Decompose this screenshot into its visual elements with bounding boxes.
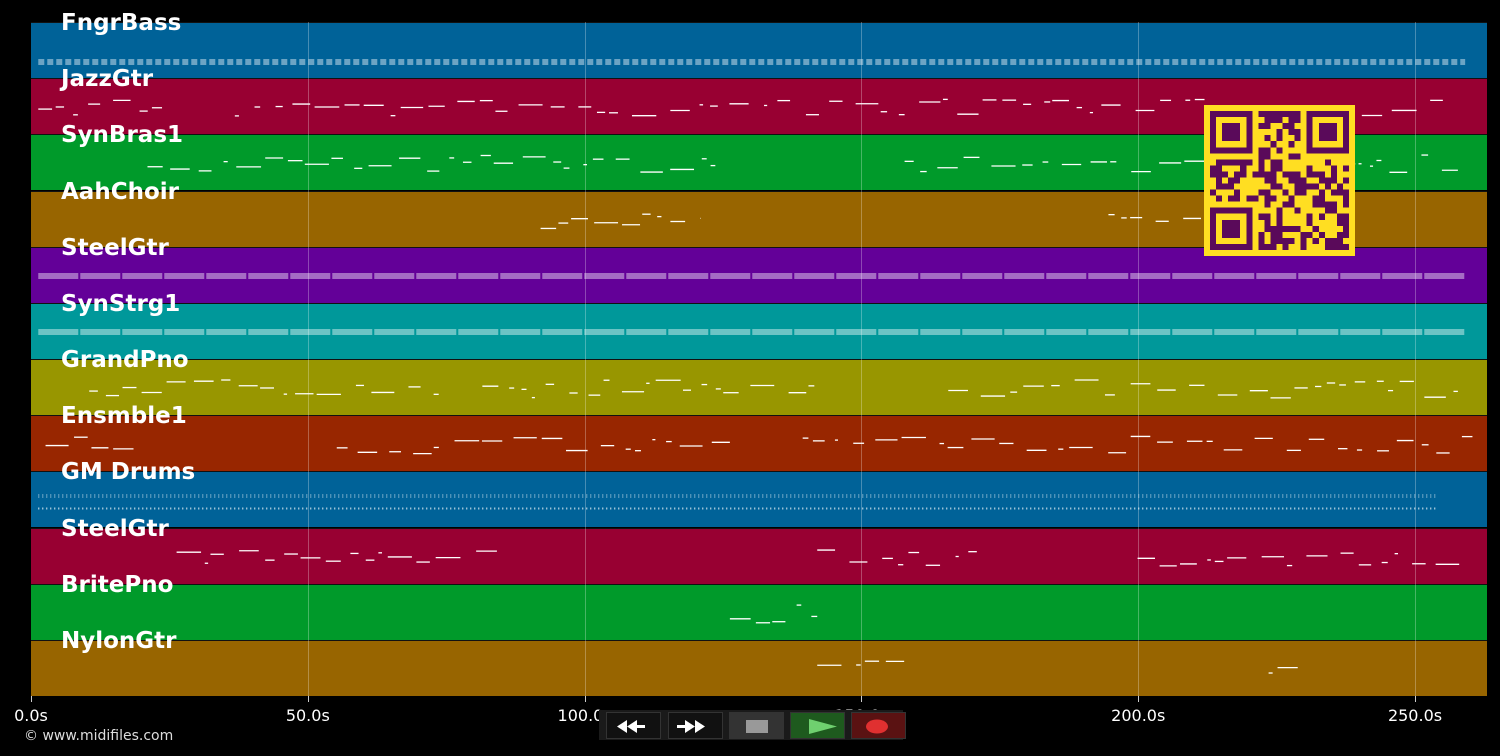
stop-button[interactable] xyxy=(729,712,784,739)
track-name: BritePno xyxy=(61,571,174,598)
record-button[interactable] xyxy=(851,712,906,739)
track-name: SteelGtr xyxy=(61,515,169,542)
track-notes xyxy=(817,660,1298,674)
track-lane[interactable]: SynStrg1 xyxy=(31,291,1487,359)
track-notes xyxy=(38,98,1443,118)
axis-tick xyxy=(584,696,586,702)
qr-code xyxy=(1204,105,1355,256)
play-button[interactable] xyxy=(790,712,845,739)
track-notes xyxy=(45,435,1473,455)
track-lane[interactable]: SteelGtr xyxy=(31,516,1487,584)
axis-tick xyxy=(861,696,863,702)
track-name: Ensmble1 xyxy=(61,403,187,430)
track-notes xyxy=(38,273,1466,279)
track-lane[interactable]: SteelGtr xyxy=(31,235,1487,303)
axis-tick-label: 50.0s xyxy=(285,706,330,725)
track-name: SynStrg1 xyxy=(61,290,181,317)
track-lane[interactable]: NylonGtr xyxy=(31,628,1487,696)
play-icon xyxy=(809,719,837,734)
axis-tick-label: 100.0s xyxy=(557,706,612,725)
track-notes xyxy=(540,213,1225,229)
axis-tick-label: 250.0s xyxy=(1387,706,1443,725)
fast-forward-icon xyxy=(677,720,705,733)
track-name: JazzGtr xyxy=(61,66,154,93)
rewind-icon xyxy=(617,720,645,733)
track-lane[interactable]: BritePno xyxy=(31,572,1487,640)
track-name: FngrBass xyxy=(61,10,182,36)
track-notes xyxy=(89,379,1458,399)
track-notes xyxy=(38,494,1437,510)
track-notes xyxy=(729,604,818,624)
track-name: AahChoir xyxy=(61,178,179,205)
track-lane[interactable]: FngrBass xyxy=(31,10,1487,78)
track-name: NylonGtr xyxy=(61,627,177,654)
track-notes xyxy=(176,548,1460,567)
track-name: SynBras1 xyxy=(61,122,184,149)
copyright-text: © www.midifiles.com xyxy=(24,728,174,744)
track-name: GrandPno xyxy=(61,347,189,374)
track-name: GM Drums xyxy=(61,459,196,486)
axis-tick xyxy=(1138,696,1140,702)
track-lane[interactable]: Ensmble1 xyxy=(31,403,1487,472)
rewind-button[interactable] xyxy=(606,712,661,739)
axis-tick xyxy=(307,696,309,702)
transport-controls xyxy=(599,710,906,740)
track-lane[interactable]: GrandPno xyxy=(31,347,1487,416)
axis-tick xyxy=(31,696,32,702)
fast-forward-button[interactable] xyxy=(668,712,723,739)
track-lane[interactable]: GM Drums xyxy=(31,459,1487,528)
record-icon xyxy=(866,719,888,734)
axis-tick-label: 200.0s xyxy=(1111,706,1166,725)
track-notes xyxy=(38,329,1466,335)
track-notes xyxy=(38,59,1466,65)
axis-tick-label: 0.0s xyxy=(14,706,48,725)
track-name: SteelGtr xyxy=(61,234,169,261)
stop-icon xyxy=(746,720,768,733)
axis-tick xyxy=(1415,696,1417,702)
